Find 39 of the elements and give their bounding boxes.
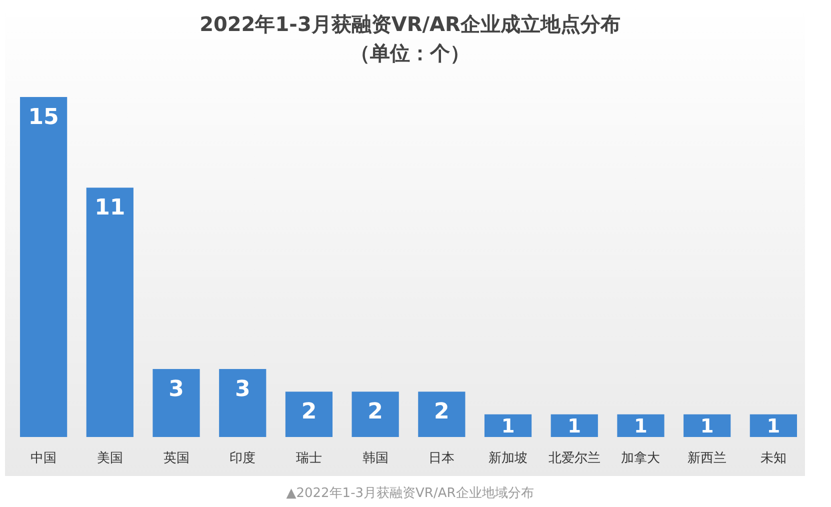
x-tick-label: 瑞士: [296, 451, 322, 466]
data-label: 3: [168, 377, 184, 402]
x-tick-label: 新西兰: [688, 451, 727, 466]
x-tick-label: 北爱尔兰: [548, 451, 600, 466]
data-label: 2: [301, 400, 317, 425]
data-label: 2: [434, 400, 450, 425]
chart-subtitle: （单位：个）: [350, 41, 470, 65]
data-label: 1: [766, 414, 780, 438]
data-label: 2: [368, 400, 383, 425]
bar: [684, 414, 731, 437]
data-label: 3: [234, 377, 250, 402]
data-label: 15: [28, 105, 59, 130]
x-tick-label: 日本: [428, 451, 455, 466]
x-tick-label: 印度: [230, 450, 256, 466]
bar: [484, 414, 532, 437]
x-tick-label: 加拿大: [621, 451, 660, 466]
text: ▲2022年1-3月获融资VR/AR企业地域分布: [286, 486, 534, 501]
bar: [86, 188, 134, 437]
x-tick-label: 新加坡: [488, 451, 528, 466]
bar: [418, 392, 466, 437]
chart-title: 2022年1-3月获融资VR/AR企业成立地点分布: [200, 12, 620, 36]
x-tick-label: 美国: [96, 450, 123, 466]
x-tick-label: 未知: [760, 451, 786, 466]
bar: [219, 369, 266, 437]
bar: [617, 414, 664, 437]
data-label: 1: [634, 414, 648, 438]
x-tick-label: 韩国: [362, 451, 388, 466]
data-label: 1: [700, 414, 714, 438]
bar: [750, 414, 797, 437]
x-tick-label: 英国: [163, 451, 190, 466]
data-label: 1: [568, 414, 582, 438]
bar: [550, 414, 598, 437]
bar: [352, 392, 399, 437]
bar: [152, 369, 200, 437]
bar: [285, 392, 333, 437]
x-tick-label: 中国: [30, 451, 57, 466]
data-label: 11: [94, 196, 126, 221]
data-label: 1: [501, 414, 515, 438]
bar: [20, 97, 68, 437]
